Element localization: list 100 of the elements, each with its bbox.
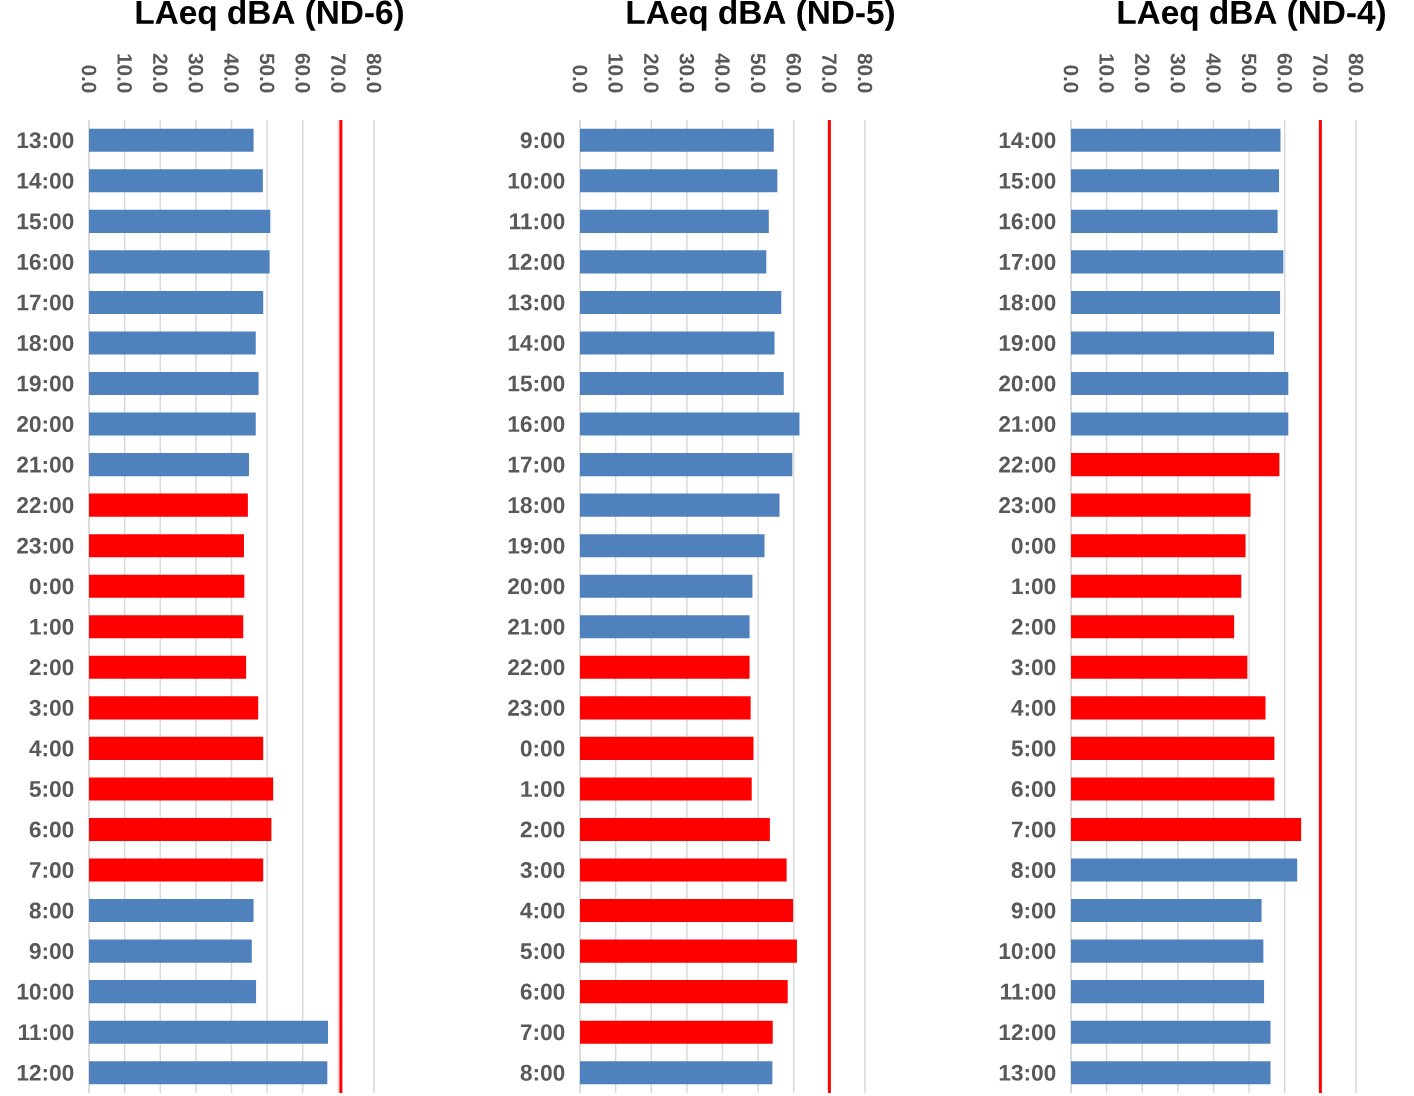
bar	[89, 493, 248, 517]
y-tick-label: 9:00	[520, 132, 565, 149]
y-tick-label: 23:00	[508, 699, 565, 716]
y-tick-label: 15:00	[17, 213, 74, 230]
y-tick-label: 10:00	[17, 983, 74, 1000]
bar	[89, 453, 249, 477]
y-tick-label: 13:00	[17, 132, 74, 149]
y-tick-label: 19:00	[17, 375, 74, 392]
bar	[1071, 615, 1235, 639]
bar	[1071, 250, 1284, 274]
bar	[580, 980, 788, 1004]
y-tick-label: 5:00	[1011, 740, 1056, 757]
x-tick-label: 50.0	[1241, 53, 1257, 93]
y-tick-label: 10:00	[999, 943, 1056, 960]
bar	[1071, 453, 1280, 477]
y-tick-label: 12:00	[508, 253, 565, 270]
y-tick-label: 15:00	[999, 172, 1056, 189]
y-tick-label: 20:00	[17, 416, 74, 433]
bar	[580, 250, 767, 274]
y-tick-label: 2:00	[520, 821, 565, 838]
bar	[89, 290, 264, 314]
y-tick-label: 15:00	[508, 375, 565, 392]
bar	[89, 736, 264, 760]
bar	[580, 655, 750, 679]
bar	[89, 858, 264, 882]
bar	[580, 493, 780, 517]
y-tick-label: 21:00	[999, 416, 1056, 433]
y-tick-label: 17:00	[17, 294, 74, 311]
x-tick-label: 10.0	[117, 54, 132, 93]
y-tick-label: 7:00	[1011, 821, 1056, 838]
bar	[580, 899, 794, 923]
bar	[580, 858, 787, 882]
y-tick-label: 2:00	[29, 659, 74, 676]
y-tick-label: 8:00	[520, 1064, 565, 1081]
bar	[1071, 899, 1262, 923]
bar	[580, 777, 752, 801]
bar	[89, 615, 244, 639]
y-tick-label: 18:00	[999, 294, 1056, 311]
y-tick-label: 20:00	[999, 375, 1056, 392]
bar	[580, 371, 784, 396]
y-tick-label: 3:00	[520, 861, 565, 879]
y-tick-label: 16:00	[999, 213, 1056, 230]
y-tick-label: 4:00	[1011, 699, 1056, 716]
bar	[1071, 128, 1281, 152]
x-tick-label: 20.0	[152, 53, 168, 93]
bar	[89, 777, 274, 801]
x-tick-label: 50.0	[259, 53, 275, 93]
bar	[89, 696, 259, 720]
y-tick-label: 16:00	[17, 253, 74, 270]
y-tick-label: 5:00	[29, 780, 74, 797]
bar	[580, 453, 793, 477]
x-tick-label: 40.0	[715, 53, 730, 93]
bar	[89, 169, 263, 193]
bar	[580, 209, 769, 233]
bar	[89, 250, 270, 274]
y-tick-label: 23:00	[999, 497, 1056, 514]
y-tick-label: 9:00	[1011, 902, 1056, 919]
y-tick-label: 1:00	[30, 618, 74, 635]
x-tick-label: 20.0	[643, 53, 659, 93]
bar	[1071, 1020, 1271, 1044]
chart-title: LAeq dBA (ND-6)	[136, 0, 403, 31]
bar	[1071, 817, 1302, 842]
y-tick-label: 21:00	[17, 456, 74, 473]
y-tick-label: 5:00	[520, 943, 565, 960]
bar	[89, 371, 259, 396]
x-tick-label: 10.0	[1099, 54, 1114, 93]
y-tick-label: 13:00	[508, 294, 565, 311]
y-tick-label: 1:00	[1012, 578, 1056, 595]
bar	[89, 331, 256, 355]
x-tick-label: 60.0	[786, 53, 802, 93]
bar	[580, 939, 797, 963]
x-tick-label: 80.0	[857, 53, 873, 93]
x-tick-label: 10.0	[608, 54, 623, 93]
bar	[580, 615, 750, 639]
y-tick-label: 9:00	[29, 943, 74, 960]
y-tick-label: 7:00	[29, 861, 74, 879]
y-tick-label: 12:00	[999, 1024, 1056, 1041]
bar	[1071, 534, 1246, 558]
x-tick-label: 30.0	[679, 53, 695, 93]
y-tick-label: 13:00	[999, 1064, 1056, 1081]
bar	[1071, 1061, 1271, 1085]
bar	[1071, 696, 1266, 720]
x-tick-label: 60.0	[295, 53, 311, 93]
y-tick-label: 18:00	[508, 497, 565, 514]
bar	[89, 412, 256, 436]
y-tick-label: 22:00	[999, 456, 1056, 473]
bar	[580, 696, 751, 720]
y-tick-label: 1:00	[521, 780, 565, 797]
bar	[1071, 858, 1298, 882]
bar	[580, 817, 770, 842]
y-tick-label: 17:00	[508, 456, 565, 473]
bar	[1071, 169, 1280, 193]
y-tick-label: 11:00	[1000, 983, 1056, 1000]
y-tick-label: 0:00	[1011, 537, 1056, 554]
bar	[89, 899, 254, 923]
y-tick-label: 22:00	[17, 497, 74, 514]
x-tick-label: 40.0	[224, 53, 239, 93]
y-tick-label: 17:00	[999, 253, 1056, 270]
x-tick-label: 60.0	[1277, 53, 1293, 93]
y-tick-label: 18:00	[17, 334, 74, 352]
